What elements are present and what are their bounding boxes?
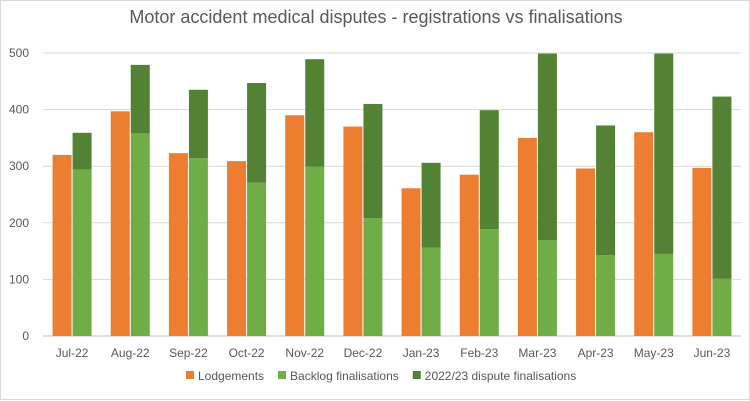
y-tick-label: 400 xyxy=(9,103,29,117)
x-tick-label: Jul-22 xyxy=(56,346,89,360)
legend-label: Lodgements xyxy=(198,369,264,383)
bar-backlog-finalisations xyxy=(305,166,325,336)
bar-dispute-finalisations xyxy=(130,64,150,134)
bar-dispute-finalisations xyxy=(479,110,499,230)
legend: Lodgements Backlog finalisations 2022/23 d… xyxy=(186,369,576,383)
bar-lodgements xyxy=(168,153,188,336)
bar-dispute-finalisations xyxy=(72,132,92,170)
x-tick-label: Jun-23 xyxy=(694,346,731,360)
bar-backlog-finalisations xyxy=(479,229,499,336)
bar-lodgements xyxy=(52,154,72,336)
legend-swatch xyxy=(412,371,421,379)
bar-dispute-finalisations xyxy=(421,162,441,248)
x-tick-label: May-23 xyxy=(634,346,674,360)
bar-backlog-finalisations xyxy=(654,253,674,336)
y-tick-label: 200 xyxy=(9,216,29,230)
y-axis: 0 100 200 300 400 500 xyxy=(9,46,29,343)
chart-title: Motor accident medical disputes - regist… xyxy=(129,7,622,27)
bar-lodgements xyxy=(517,137,537,336)
x-tick-label: Sep-22 xyxy=(169,346,208,360)
bar-lodgements xyxy=(459,174,479,336)
bars xyxy=(52,53,732,336)
bar-dispute-finalisations xyxy=(654,53,674,254)
bar-backlog-finalisations xyxy=(537,240,557,336)
bar-backlog-finalisations xyxy=(596,255,616,336)
y-tick-label: 0 xyxy=(22,329,29,343)
legend-swatch xyxy=(186,371,194,379)
bar-lodgements xyxy=(343,126,363,336)
x-tick-label: Oct-22 xyxy=(229,346,265,360)
x-tick-label: Aug-22 xyxy=(111,346,150,360)
bar-dispute-finalisations xyxy=(537,53,557,241)
bar-backlog-finalisations xyxy=(72,169,92,336)
bar-backlog-finalisations xyxy=(363,218,383,336)
x-axis: Jul-22 Aug-22 Sep-22 Oct-22 Nov-22 Dec-22 Jan-… xyxy=(56,346,731,360)
bar-lodgements xyxy=(634,132,654,336)
legend-label: 2022/23 dispute finalisations xyxy=(425,369,576,383)
bar-dispute-finalisations xyxy=(712,96,732,279)
gridlines xyxy=(43,52,741,337)
x-tick-label: Nov-22 xyxy=(285,346,324,360)
bar-lodgements xyxy=(110,111,130,336)
bar-dispute-finalisations xyxy=(247,82,267,183)
bar-dispute-finalisations xyxy=(188,89,208,159)
bar-backlog-finalisations xyxy=(188,158,208,336)
bar-lodgements xyxy=(227,161,247,336)
x-tick-label: Feb-23 xyxy=(460,346,498,360)
bar-dispute-finalisations xyxy=(596,125,616,256)
bar-backlog-finalisations xyxy=(130,133,150,336)
bar-lodgements xyxy=(692,167,712,336)
y-tick-label: 300 xyxy=(9,159,29,173)
y-tick-label: 500 xyxy=(9,46,29,60)
bar-backlog-finalisations xyxy=(421,247,441,336)
bar-dispute-finalisations xyxy=(363,103,383,219)
x-tick-label: Mar-23 xyxy=(518,346,556,360)
y-tick-label: 100 xyxy=(9,272,29,286)
legend-swatch xyxy=(278,371,287,379)
x-tick-label: Jan-23 xyxy=(403,346,440,360)
bar-dispute-finalisations xyxy=(305,59,325,167)
x-tick-label: Apr-23 xyxy=(578,346,614,360)
bar-lodgements xyxy=(576,168,596,336)
legend-label: Backlog finalisations xyxy=(290,369,399,383)
bar-backlog-finalisations xyxy=(247,182,267,336)
bar-lodgements xyxy=(285,115,305,336)
bar-backlog-finalisations xyxy=(712,278,732,336)
bar-lodgements xyxy=(401,188,421,336)
x-tick-label: Dec-22 xyxy=(344,346,383,360)
